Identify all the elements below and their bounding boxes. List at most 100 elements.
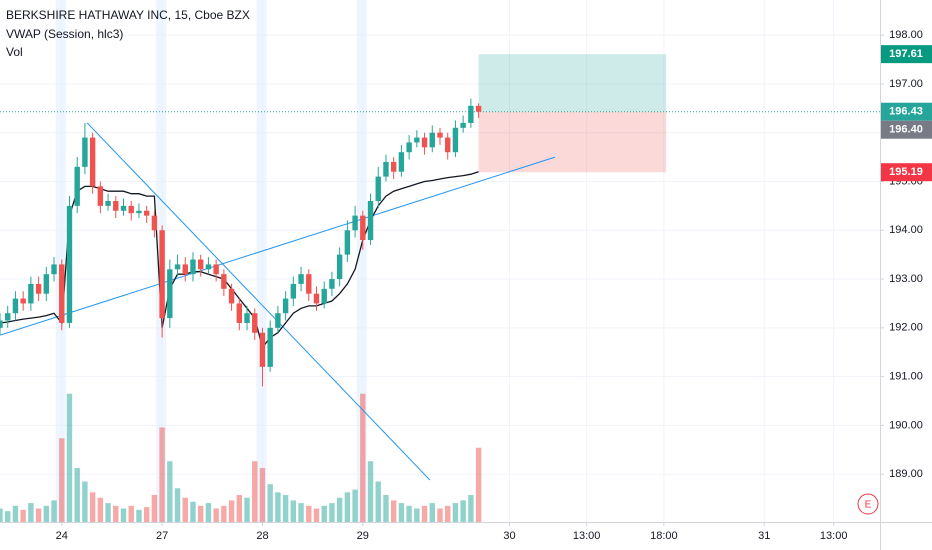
volume-bar: [28, 503, 34, 522]
price-label: 195.19: [889, 166, 923, 178]
x-tick-label: 30: [503, 530, 515, 542]
candle-body: [282, 298, 289, 314]
candle-body: [398, 152, 405, 172]
volume-bar: [445, 505, 451, 522]
candle-body: [221, 274, 227, 289]
volume-bar: [275, 492, 281, 522]
volume-bar: [360, 393, 366, 522]
target-zone: [478, 54, 667, 112]
candle-body: [113, 200, 119, 211]
candle-body: [35, 283, 42, 294]
candle-body: [205, 264, 212, 270]
volume-bar: [344, 492, 351, 522]
candle-body: [97, 186, 104, 206]
price-label-box: [881, 120, 932, 139]
badge-circle[interactable]: [857, 493, 879, 515]
volume-bar: [0, 508, 3, 522]
volume-bar: [12, 505, 19, 522]
candle-body: [59, 264, 65, 323]
candle-body: [159, 230, 165, 319]
candle-body: [167, 269, 173, 319]
x-tick-label: 24: [56, 530, 68, 542]
candle-body: [313, 293, 320, 304]
candle-body: [89, 137, 96, 187]
volume-bar: [213, 508, 219, 522]
candle-body: [367, 200, 374, 241]
candle-body: [0, 320, 3, 328]
volume-bar: [5, 511, 11, 522]
volume-bar: [205, 503, 212, 522]
candle-body: [213, 264, 219, 275]
x-tick-label: 28: [256, 530, 268, 542]
volume-bar: [244, 497, 250, 522]
candle-body: [43, 274, 50, 294]
volume-bar: [290, 500, 297, 522]
candle-body: [275, 313, 281, 328]
indicator-label: VWAP (Session, hlc3): [6, 27, 123, 41]
candle-body: [182, 264, 188, 275]
price-label-box: [881, 45, 932, 64]
x-tick-label: 18:00: [650, 530, 678, 542]
candle-body: [236, 303, 242, 323]
candle-body: [352, 215, 358, 231]
candle-body: [20, 298, 26, 304]
y-tick-label: 194.00: [889, 224, 923, 236]
badge[interactable]: E: [865, 500, 872, 511]
candle-body: [445, 137, 451, 153]
y-tick-label: 190.00: [889, 419, 923, 431]
volume-bar: [367, 461, 374, 522]
volume-bar: [82, 481, 88, 522]
volume-bar: [174, 488, 181, 522]
candle-body: [298, 274, 304, 284]
candle-body: [306, 274, 312, 294]
candle-body: [414, 137, 420, 143]
price-label: 196.40: [889, 124, 923, 136]
session-break: [256, 0, 267, 522]
candle-body: [460, 122, 466, 128]
stop-zone: [478, 111, 667, 173]
candle-body: [74, 166, 80, 206]
volume-bar: [113, 505, 119, 522]
volume-bar: [282, 495, 289, 522]
candle-body: [28, 283, 34, 304]
candle-body: [468, 105, 474, 123]
candle-body: [51, 264, 57, 275]
candle-body: [174, 264, 181, 270]
volume-bar: [159, 427, 165, 522]
candle-body: [429, 132, 435, 148]
candle-body: [198, 259, 204, 270]
x-tick-label: 13:00: [573, 530, 601, 542]
candle-body: [259, 332, 266, 367]
volume-bar: [321, 505, 327, 522]
volume-bar: [97, 497, 104, 522]
volume-bar: [236, 495, 242, 522]
volume-bar: [336, 497, 343, 522]
volume-bar: [89, 492, 96, 522]
volume-bar: [43, 505, 50, 522]
volume-bar: [437, 508, 443, 522]
volume-bar: [228, 500, 235, 522]
candle-body: [5, 313, 11, 321]
candle-body: [267, 327, 273, 367]
volume-bar: [128, 505, 134, 522]
volume-bar: [259, 468, 266, 522]
volume-bar: [136, 509, 142, 522]
volume-bar: [429, 503, 435, 522]
volume-bar: [390, 500, 397, 522]
candle-body: [143, 210, 150, 216]
volume-bar: [406, 505, 412, 522]
y-tick-label: 189.00: [889, 468, 923, 480]
y-tick-label: 191.00: [889, 371, 923, 383]
candle-body: [475, 105, 482, 112]
volume-bar: [421, 505, 428, 522]
volume-bar: [151, 495, 158, 522]
trend-line: [0, 156, 556, 336]
x-tick-label: 29: [357, 530, 369, 542]
y-tick-label: 192.00: [889, 322, 923, 334]
candle-body: [244, 313, 250, 323]
volume-bar: [167, 461, 173, 522]
volume-bar: [329, 503, 335, 522]
volume-bar: [468, 495, 474, 522]
